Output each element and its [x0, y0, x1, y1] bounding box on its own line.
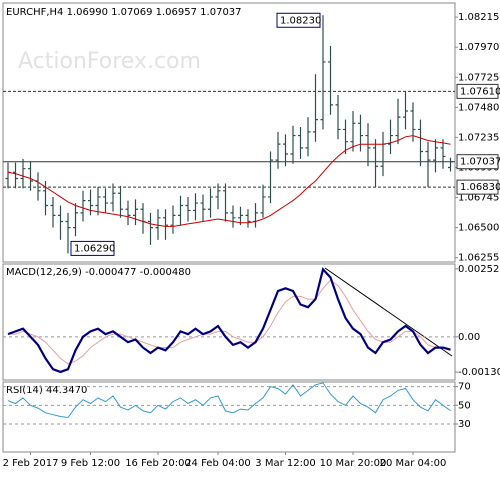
ohlc-bar	[88, 189, 93, 216]
ohlc-bar	[403, 91, 408, 130]
level-label-box	[456, 179, 499, 195]
x-tick-label: 9 Feb 12:00	[61, 458, 120, 469]
y-tick-label: 0.002521	[458, 264, 500, 275]
level-label: 1.07037	[460, 157, 500, 168]
ohlc-bar	[95, 187, 101, 216]
y-tick-label: 30	[458, 419, 471, 430]
ohlc-bar	[425, 141, 431, 188]
low-label-box	[70, 240, 115, 256]
ohlc-bar	[283, 134, 288, 167]
ohlc-bar	[148, 212, 153, 245]
y-tick-label: 1.07235	[458, 132, 499, 143]
y-tick-label: -0.001308	[458, 367, 500, 378]
ohlc-bar	[80, 190, 86, 222]
ohlc-bar	[418, 119, 423, 167]
y-tick-label: 1.06745	[458, 193, 499, 204]
ohlc-bar	[103, 188, 108, 213]
ohlc-bar	[13, 162, 18, 189]
rsi-line	[7, 382, 451, 419]
x-tick-label: 10 Mar 20:00	[320, 458, 387, 469]
ohlc-bar	[328, 45, 333, 115]
x-tick-label: 24 Feb 04:00	[185, 458, 251, 469]
trend-line	[324, 267, 453, 357]
y-tick-label: 70	[458, 382, 471, 393]
ohlc-bar	[268, 151, 273, 204]
macd-line	[7, 267, 451, 374]
ohlc-bar	[200, 194, 206, 222]
ohlc-bar	[245, 209, 251, 228]
ohlc-bar	[178, 195, 183, 226]
y-tick-label: 1.06500	[458, 223, 499, 234]
y-tick-label: 50	[458, 400, 471, 411]
price-panel	[2, 2, 456, 263]
price-title: EURCHF,H4 1.06990 1.07069 1.06957 1.0703…	[6, 7, 242, 18]
ohlc-bar	[350, 111, 356, 152]
ohlc-bar	[448, 157, 453, 172]
y-tick-label: 1.07480	[458, 102, 499, 113]
ohlc-bar	[335, 95, 341, 140]
y-tick-label: 1.07970	[458, 42, 499, 53]
ohlc-bar	[133, 199, 138, 226]
watermark: ActionForex.com	[18, 49, 201, 74]
ohlc-bar	[343, 119, 348, 154]
ohlc-bar	[320, 15, 326, 130]
ohlc-bar	[305, 117, 311, 157]
ohlc-bar	[440, 139, 446, 169]
y-tick-label: 0.00	[458, 332, 480, 343]
y-tick-label: 1.06255	[458, 253, 499, 264]
ohlc-bar	[275, 131, 281, 169]
y-tick-label: 1.08215	[458, 12, 499, 23]
ohlc-bar	[373, 139, 378, 188]
x-tick-label: 2 Feb 2017	[3, 458, 59, 469]
macd-panel	[2, 263, 456, 381]
y-tick-label: 1.07725	[458, 72, 499, 83]
x-tick-label: 20 Mar 04:00	[380, 458, 447, 469]
level-label-box	[456, 154, 499, 170]
level-label: 1.06830	[460, 182, 500, 193]
ohlc-bar	[260, 184, 266, 218]
ohlc-bar	[433, 139, 438, 173]
ohlc-bar	[185, 196, 191, 222]
ohlc-bar	[365, 123, 371, 167]
ohlc-bar	[230, 205, 236, 228]
ohlc-bar	[238, 206, 243, 226]
ohlc-bar	[208, 188, 213, 218]
low-label: 1.06290	[74, 243, 115, 254]
ohlc-bar	[313, 74, 318, 142]
high-label-box	[276, 12, 321, 28]
ohlc-bar	[155, 209, 161, 240]
x-tick-label: 3 Mar 12:00	[255, 458, 315, 469]
ohlc-bar	[290, 125, 296, 164]
ohlc-bar	[388, 119, 393, 154]
ohlc-bar	[20, 158, 26, 189]
ohlc-bar	[73, 203, 78, 237]
rsi-title: RSI(14) 44.3470	[6, 385, 87, 396]
ohlc-bar	[358, 114, 363, 152]
ohlc-bar	[125, 200, 131, 226]
macd-title: MACD(12,26,9) -0.000477 -0.000480	[6, 267, 191, 278]
ohlc-bar	[50, 196, 56, 228]
high-label: 1.08230	[280, 15, 321, 26]
ohlc-bar	[110, 183, 116, 212]
level-label-box	[456, 83, 499, 99]
ohlc-bar	[193, 193, 198, 221]
ohlc-bar	[170, 205, 176, 234]
ohlc-bar	[163, 209, 168, 240]
ohlc-bar	[58, 205, 63, 240]
ohlc-bar	[215, 183, 221, 210]
ohlc-bar	[65, 212, 71, 254]
ohlc-bar	[28, 161, 33, 191]
ohlc-bar	[223, 183, 228, 222]
x-tick-label: 16 Feb 20:00	[125, 458, 191, 469]
signal-line	[8, 279, 451, 365]
ohlc-bar	[395, 98, 401, 145]
moving-average	[7, 135, 451, 227]
level-label: 1.07610	[460, 86, 500, 97]
ohlc-bar	[118, 185, 123, 218]
ohlc-bar	[298, 126, 303, 159]
rsi-panel	[2, 381, 456, 453]
